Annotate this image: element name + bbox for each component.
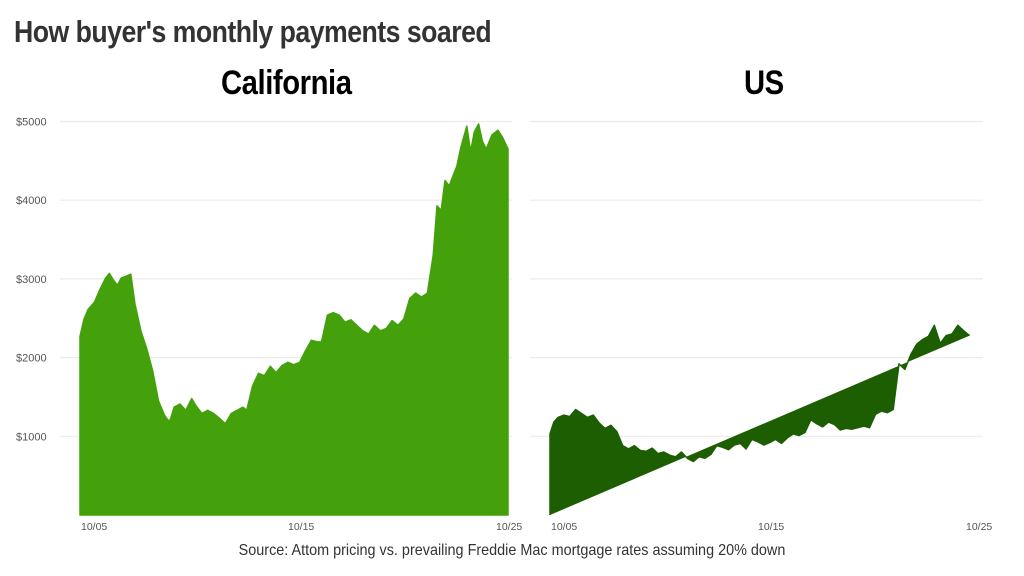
x-tick-label: 10/05 bbox=[81, 521, 107, 533]
california-chart-title: California bbox=[221, 64, 352, 102]
us-gridlines bbox=[530, 120, 983, 437]
us-area-series bbox=[549, 324, 971, 515]
x-tick-label: 10/25 bbox=[496, 521, 522, 533]
y-tick-label: $1000 bbox=[16, 431, 47, 443]
x-tick-label: 10/15 bbox=[288, 521, 314, 533]
x-tick-label: 10/05 bbox=[551, 521, 577, 533]
us-x-axis: 10/05 10/15 10/25 bbox=[551, 521, 992, 533]
y-tick-label: $3000 bbox=[16, 274, 47, 286]
y-tick-label: $2000 bbox=[16, 353, 47, 365]
y-tick-label: $4000 bbox=[16, 195, 47, 207]
x-tick-label: 10/25 bbox=[966, 521, 992, 533]
california-area-series bbox=[79, 123, 509, 516]
x-tick-label: 10/15 bbox=[758, 521, 784, 533]
source-note: Source: Attom pricing vs. prevailing Fre… bbox=[238, 542, 786, 559]
y-tick-label: $5000 bbox=[16, 117, 47, 129]
california-y-axis: $1000 $2000 $3000 $4000 $5000 bbox=[16, 117, 47, 444]
california-x-axis: 10/05 10/15 10/25 bbox=[81, 521, 522, 533]
us-chart-title: US bbox=[744, 64, 784, 102]
chart-title: How buyer's monthly payments soared bbox=[14, 14, 492, 49]
